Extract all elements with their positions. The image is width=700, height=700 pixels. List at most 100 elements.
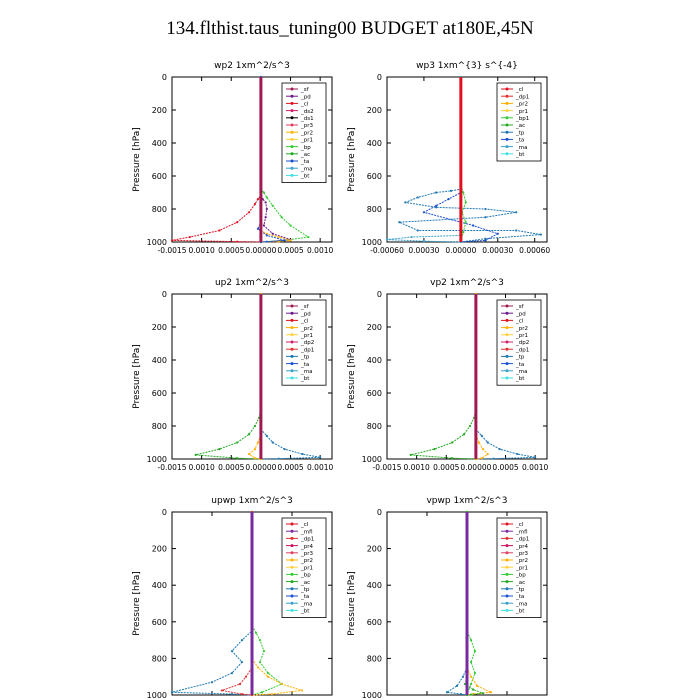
- series-point-pd: [265, 207, 268, 211]
- legend-label: _ac: [515, 123, 525, 129]
- chart-panel-1: wp2 1xm^2/s^3 Pressure [hPa] 0 200 400 600 800…: [132, 61, 333, 255]
- series-point-ta: [256, 227, 260, 230]
- series-point-pd: [264, 216, 267, 219]
- legend-marker: [290, 536, 294, 540]
- legend-marker: [505, 362, 509, 366]
- series-point-ac: [451, 441, 454, 444]
- legend-label: _ds1: [300, 116, 314, 122]
- legend-label: _pr1: [300, 565, 313, 571]
- series-point-tp: [210, 681, 214, 684]
- series-point-pr2: [289, 239, 292, 242]
- series-point-ac: [471, 688, 475, 691]
- series-point-bp: [307, 235, 310, 239]
- series-point-tp: [230, 649, 234, 653]
- legend-label: _ta: [515, 362, 524, 368]
- legend-label: _tp: [515, 355, 525, 361]
- legend-label: _cl: [515, 87, 524, 93]
- series-point-bp: [260, 691, 264, 694]
- legend-label: _pr4: [515, 544, 529, 550]
- legend-marker: [290, 173, 294, 177]
- legend-marker: [290, 152, 294, 156]
- legend-marker: [505, 608, 509, 612]
- series-point-tp: [516, 452, 519, 456]
- legend-label: _sf: [300, 87, 310, 93]
- y-tick-label: 1000: [147, 455, 167, 464]
- legend-label: _ta: [515, 594, 524, 600]
- series-point-ac: [409, 453, 412, 456]
- legend-label: _ta: [300, 362, 309, 368]
- plot-frame: [171, 293, 333, 460]
- x-tick-label: -0.00060: [370, 246, 404, 255]
- legend-box: [281, 517, 327, 618]
- series-point-ac: [236, 457, 239, 460]
- series-point-tp: [492, 457, 495, 460]
- legend-label: _ma: [515, 601, 527, 607]
- y-tick-label: 800: [152, 654, 167, 663]
- series-line-pr2: [248, 294, 262, 460]
- legend-label: _cl: [515, 522, 524, 528]
- series-point-tp: [445, 691, 449, 694]
- legend-label: _tp: [515, 587, 525, 593]
- series-point-ac: [469, 693, 473, 696]
- legend-label: _sf: [515, 304, 525, 310]
- chart-panel-3: up2 1xm^2/s^3 Pressure [hPa] 0 200 400 600 800…: [132, 278, 333, 472]
- series-point-pr2: [486, 452, 489, 456]
- y-tick-label: 200: [367, 106, 382, 115]
- y-tick-label: 400: [152, 356, 167, 365]
- series-point-tp: [398, 221, 401, 224]
- legend-marker: [290, 123, 294, 127]
- legend-label: _pr2: [300, 130, 313, 136]
- series-point-tp: [271, 441, 274, 444]
- legend-marker: [505, 522, 509, 526]
- legend-marker: [505, 333, 509, 337]
- series-point-tp: [170, 691, 174, 694]
- y-axis-label: Pressure [hPa]: [347, 344, 357, 409]
- legend-label: _cl: [300, 102, 309, 108]
- series-point-tp: [498, 448, 501, 451]
- series-point-cl: [256, 198, 260, 201]
- legend-marker: [290, 311, 294, 315]
- legend-label: _pr3: [300, 551, 314, 557]
- y-tick-label: 200: [152, 545, 167, 554]
- series-line-ma: [386, 77, 462, 243]
- series-point-bp: [469, 639, 473, 642]
- series-point-cl: [253, 202, 257, 206]
- series-point-pr2: [489, 691, 493, 694]
- series-point-bp: [473, 649, 477, 653]
- series-point-dp1: [220, 689, 224, 692]
- y-tick-label: 800: [367, 654, 382, 663]
- legend-marker: [290, 340, 294, 344]
- series-point-pr2: [253, 448, 257, 451]
- x-tick-label: 0.00000: [245, 246, 276, 255]
- series-point-pd: [271, 232, 274, 235]
- legend-marker: [505, 109, 509, 113]
- legend-label: _bp: [300, 573, 311, 579]
- legend-label: _ta: [300, 594, 309, 600]
- series-line-tp: [445, 512, 468, 696]
- legend-label: _dp1: [515, 537, 529, 543]
- series-point-bp: [469, 660, 473, 664]
- x-tick-label: 0.0005: [218, 463, 244, 472]
- series-point-ta: [265, 240, 268, 243]
- legend-label: _ma: [300, 369, 312, 375]
- legend-label: _dp1: [515, 94, 529, 100]
- y-tick-label: 1000: [362, 691, 382, 700]
- legend-label: _pr2: [515, 326, 528, 332]
- legend-marker: [290, 347, 294, 351]
- legend-marker: [290, 166, 294, 170]
- legend-marker: [505, 536, 509, 540]
- y-tick-label: 200: [367, 545, 382, 554]
- series-point-pr2: [480, 457, 483, 460]
- legend-label: _ac: [300, 152, 310, 158]
- series-point-tp: [484, 237, 487, 240]
- series-point-ta: [472, 224, 475, 227]
- series-point-bp: [265, 196, 268, 199]
- chart-title: vp2 1xm^2/s^3: [430, 278, 504, 288]
- y-tick-label: 800: [367, 422, 382, 431]
- legend-marker: [505, 354, 509, 358]
- legend-label: _bt: [515, 152, 525, 158]
- y-tick-label: 1000: [147, 691, 167, 700]
- legend-marker: [290, 318, 294, 322]
- x-tick-label: -0.0015: [158, 463, 187, 472]
- legend-marker: [290, 304, 294, 308]
